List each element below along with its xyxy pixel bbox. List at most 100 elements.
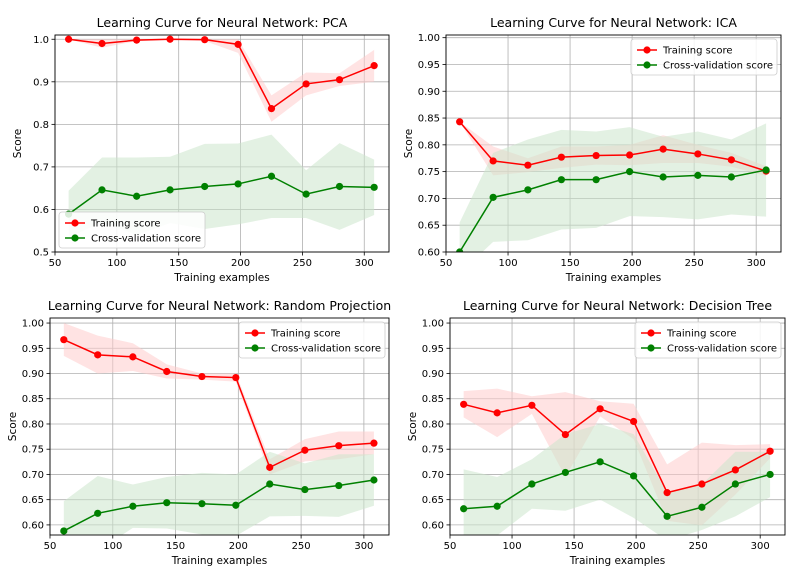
- x-tick-label: 100: [498, 258, 517, 269]
- data-point-cv: [266, 480, 274, 488]
- data-point-training: [493, 409, 501, 417]
- data-point-training: [592, 151, 600, 160]
- y-tick-label: 0.95: [418, 60, 440, 71]
- y-tick-label: 1.0: [33, 35, 49, 46]
- x-tick-label: 150: [166, 541, 185, 552]
- legend-marker-cv: [643, 61, 651, 69]
- data-point-cv: [493, 502, 501, 510]
- data-point-training: [460, 400, 468, 408]
- data-point-cv: [626, 168, 634, 176]
- data-point-training: [198, 372, 206, 381]
- y-tick-label: 0.9: [33, 77, 49, 88]
- y-axis-label: Score: [403, 129, 415, 158]
- data-point-training: [94, 351, 102, 359]
- data-point-cv: [663, 512, 671, 520]
- y-tick-label: 0.70: [22, 470, 44, 481]
- confidence-band-cv: [63, 451, 374, 535]
- data-point-training: [370, 62, 378, 70]
- y-tick-label: 0.75: [422, 445, 444, 456]
- y-axis-label: Score: [7, 412, 19, 441]
- y-tick-label: 1.00: [22, 319, 44, 330]
- x-tick-label: 50: [444, 541, 457, 552]
- data-point-training: [766, 447, 774, 455]
- legend-label-training: Training score: [270, 329, 341, 340]
- data-point-training: [65, 35, 73, 43]
- data-point-training: [489, 157, 497, 165]
- data-point-cv: [163, 499, 171, 507]
- legend-box: [630, 38, 778, 76]
- y-tick-label: 0.60: [422, 520, 444, 531]
- axes-frame: [49, 317, 390, 536]
- x-tick-label: 250: [689, 541, 708, 552]
- series-line-training: [63, 339, 374, 469]
- legend-marker-training: [643, 46, 651, 54]
- legend-label-cv: Cross-validation score: [91, 234, 201, 245]
- legend-marker-training: [71, 219, 79, 227]
- data-point-cv: [630, 472, 638, 480]
- data-point-cv: [694, 171, 702, 179]
- data-point-training: [596, 405, 604, 413]
- legend-label-training: Training score: [662, 46, 733, 57]
- axes-frame: [54, 34, 390, 253]
- y-tick-label: 0.65: [22, 495, 44, 506]
- data-point-training: [731, 466, 739, 474]
- x-tick-label: 100: [107, 258, 126, 269]
- y-axis-label: Score: [12, 129, 24, 158]
- y-axis-label: Score: [407, 412, 419, 441]
- data-point-cv: [98, 186, 106, 194]
- y-tick-label: 0.65: [422, 495, 444, 506]
- chart-panel-4: 50 100 150 200 250 300 0.60 0.65 0.70 0.75 0.80 0.8…: [407, 298, 786, 567]
- y-tick-label: 0.60: [22, 520, 44, 531]
- x-tick-label: 150: [169, 258, 188, 269]
- data-point-training: [266, 463, 274, 471]
- x-tick-label: 50: [44, 541, 57, 552]
- x-tick-label: 200: [627, 541, 646, 552]
- data-point-cv: [234, 180, 242, 188]
- legend-box: [58, 211, 206, 249]
- data-point-cv: [766, 470, 774, 479]
- legend-label-cv: Cross-validation score: [271, 344, 381, 355]
- chart-panel-2: 50 100 150 200 250 300 0.60 0.65 0.70 0.75 0.80 0.8…: [403, 15, 782, 284]
- data-point-cv: [460, 505, 468, 513]
- x-tick-label: 200: [231, 258, 250, 269]
- data-point-cv: [166, 186, 174, 194]
- data-point-cv: [592, 176, 600, 184]
- data-point-training: [302, 80, 310, 88]
- data-point-cv: [302, 190, 310, 198]
- chart-title: Learning Curve for Neural Network: PCA: [97, 15, 348, 30]
- x-tick-label: 250: [293, 258, 312, 269]
- series-line-cv: [459, 169, 767, 252]
- y-tick-label: 0.60: [418, 248, 440, 259]
- x-tick-label: 50: [440, 258, 453, 269]
- legend-marker-cv: [647, 344, 655, 352]
- legend: Training score Cross-validation score: [238, 321, 386, 359]
- data-point-training: [98, 39, 106, 48]
- x-axis-label: Training examples: [173, 272, 269, 284]
- data-point-cv: [370, 183, 378, 191]
- data-point-cv: [561, 468, 569, 477]
- series-line-training: [463, 403, 771, 494]
- y-tick-label: 0.6: [33, 205, 49, 216]
- y-tick-label: 0.95: [422, 344, 444, 355]
- plot-area: [65, 35, 378, 238]
- chart-panel-1: 50 100 150 200 250 300 0.5 0.6 0.7 0.8 0.9 1.0 Learn…: [12, 15, 390, 284]
- data-point-training: [232, 373, 240, 382]
- legend-box: [238, 321, 386, 359]
- x-tick-label: 50: [49, 258, 62, 269]
- data-point-training: [456, 118, 464, 126]
- data-point-cv: [133, 192, 141, 200]
- x-tick-label: 250: [292, 541, 311, 552]
- y-tick-label: 0.65: [418, 221, 440, 232]
- data-point-cv: [528, 480, 536, 488]
- y-tick-label: 0.75: [22, 445, 44, 456]
- axes-frame: [449, 317, 786, 536]
- data-point-training: [630, 417, 638, 426]
- plot-area: [460, 388, 774, 535]
- data-point-training: [698, 480, 706, 488]
- legend-box: [634, 321, 782, 359]
- data-point-training: [528, 401, 536, 409]
- data-point-training: [694, 150, 702, 158]
- y-tick-label: 0.85: [418, 114, 440, 125]
- axes-frame: [445, 34, 782, 253]
